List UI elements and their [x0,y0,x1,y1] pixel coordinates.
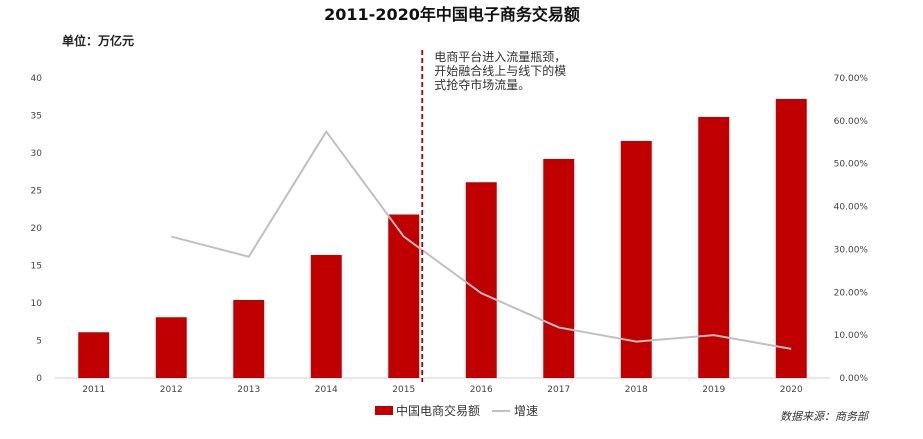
bar [775,99,807,378]
y-left-tick-label: 5 [36,337,42,347]
legend-line-label: 增速 [514,404,538,418]
bar [310,255,342,378]
y-axis-left: 0 5 10 15 20 25 30 35 40 [31,74,43,384]
bar [388,214,420,378]
bar-series [78,99,807,378]
annotation-text: 式抢夺市场流量。 [434,77,530,92]
x-tick-label: 2013 [237,385,260,395]
y-axis-right: 0.00% 10.00% 20.00% 30.00% 40.00% 50.00% 60.00… [834,74,869,384]
x-tick-label: 2020 [780,385,803,395]
chart-title: 2011-2020年中国电子商务交易额 [324,5,580,24]
y-left-tick-label: 0 [36,374,42,384]
legend-bar-label: 中国电商交易额 [396,403,480,418]
bar [620,141,652,378]
y-left-tick-label: 10 [31,299,43,309]
y-left-tick-label: 15 [31,262,42,272]
x-tick-label: 2016 [470,385,493,395]
legend-bar-swatch [375,406,393,415]
y-right-tick-label: 10.00% [834,331,869,341]
legend: 中国电商交易额 增速 [375,403,538,418]
y-right-tick-label: 60.00% [834,117,869,127]
y-right-tick-label: 30.00% [834,245,869,255]
x-axis: 2011 2012 2013 2014 2015 2016 2017 2018 2019 2020 [82,385,803,395]
data-source: 数据来源：商务部 [780,410,870,423]
y-right-tick-label: 40.00% [834,203,869,213]
y-right-tick-label: 20.00% [834,288,869,298]
unit-label: 单位：万亿元 [62,33,134,48]
y-left-tick-label: 35 [31,112,42,122]
line-series [170,129,792,350]
x-tick-label: 2019 [702,385,725,395]
y-right-tick-label: 70.00% [834,74,869,84]
bar [465,182,497,378]
y-left-tick-label: 30 [31,149,43,159]
y-left-tick-label: 20 [31,224,43,234]
bar [233,300,265,378]
bar [78,332,110,378]
y-right-tick-label: 50.00% [834,160,869,170]
y-left-tick-label: 25 [31,187,42,197]
y-right-tick-label: 0.00% [839,374,868,384]
annotation-text: 开始融合线上与线下的模 [434,63,566,78]
y-left-tick-label: 40 [31,74,43,84]
bar [155,317,187,378]
bar [698,117,730,378]
x-tick-label: 2012 [160,385,183,395]
x-tick-label: 2014 [315,385,338,395]
x-tick-label: 2017 [547,385,570,395]
x-tick-label: 2018 [625,385,648,395]
bar [543,159,575,378]
annotation-text: 电商平台进入流量瓶颈， [434,49,566,64]
x-tick-label: 2015 [392,385,415,395]
x-tick-label: 2011 [82,385,105,395]
